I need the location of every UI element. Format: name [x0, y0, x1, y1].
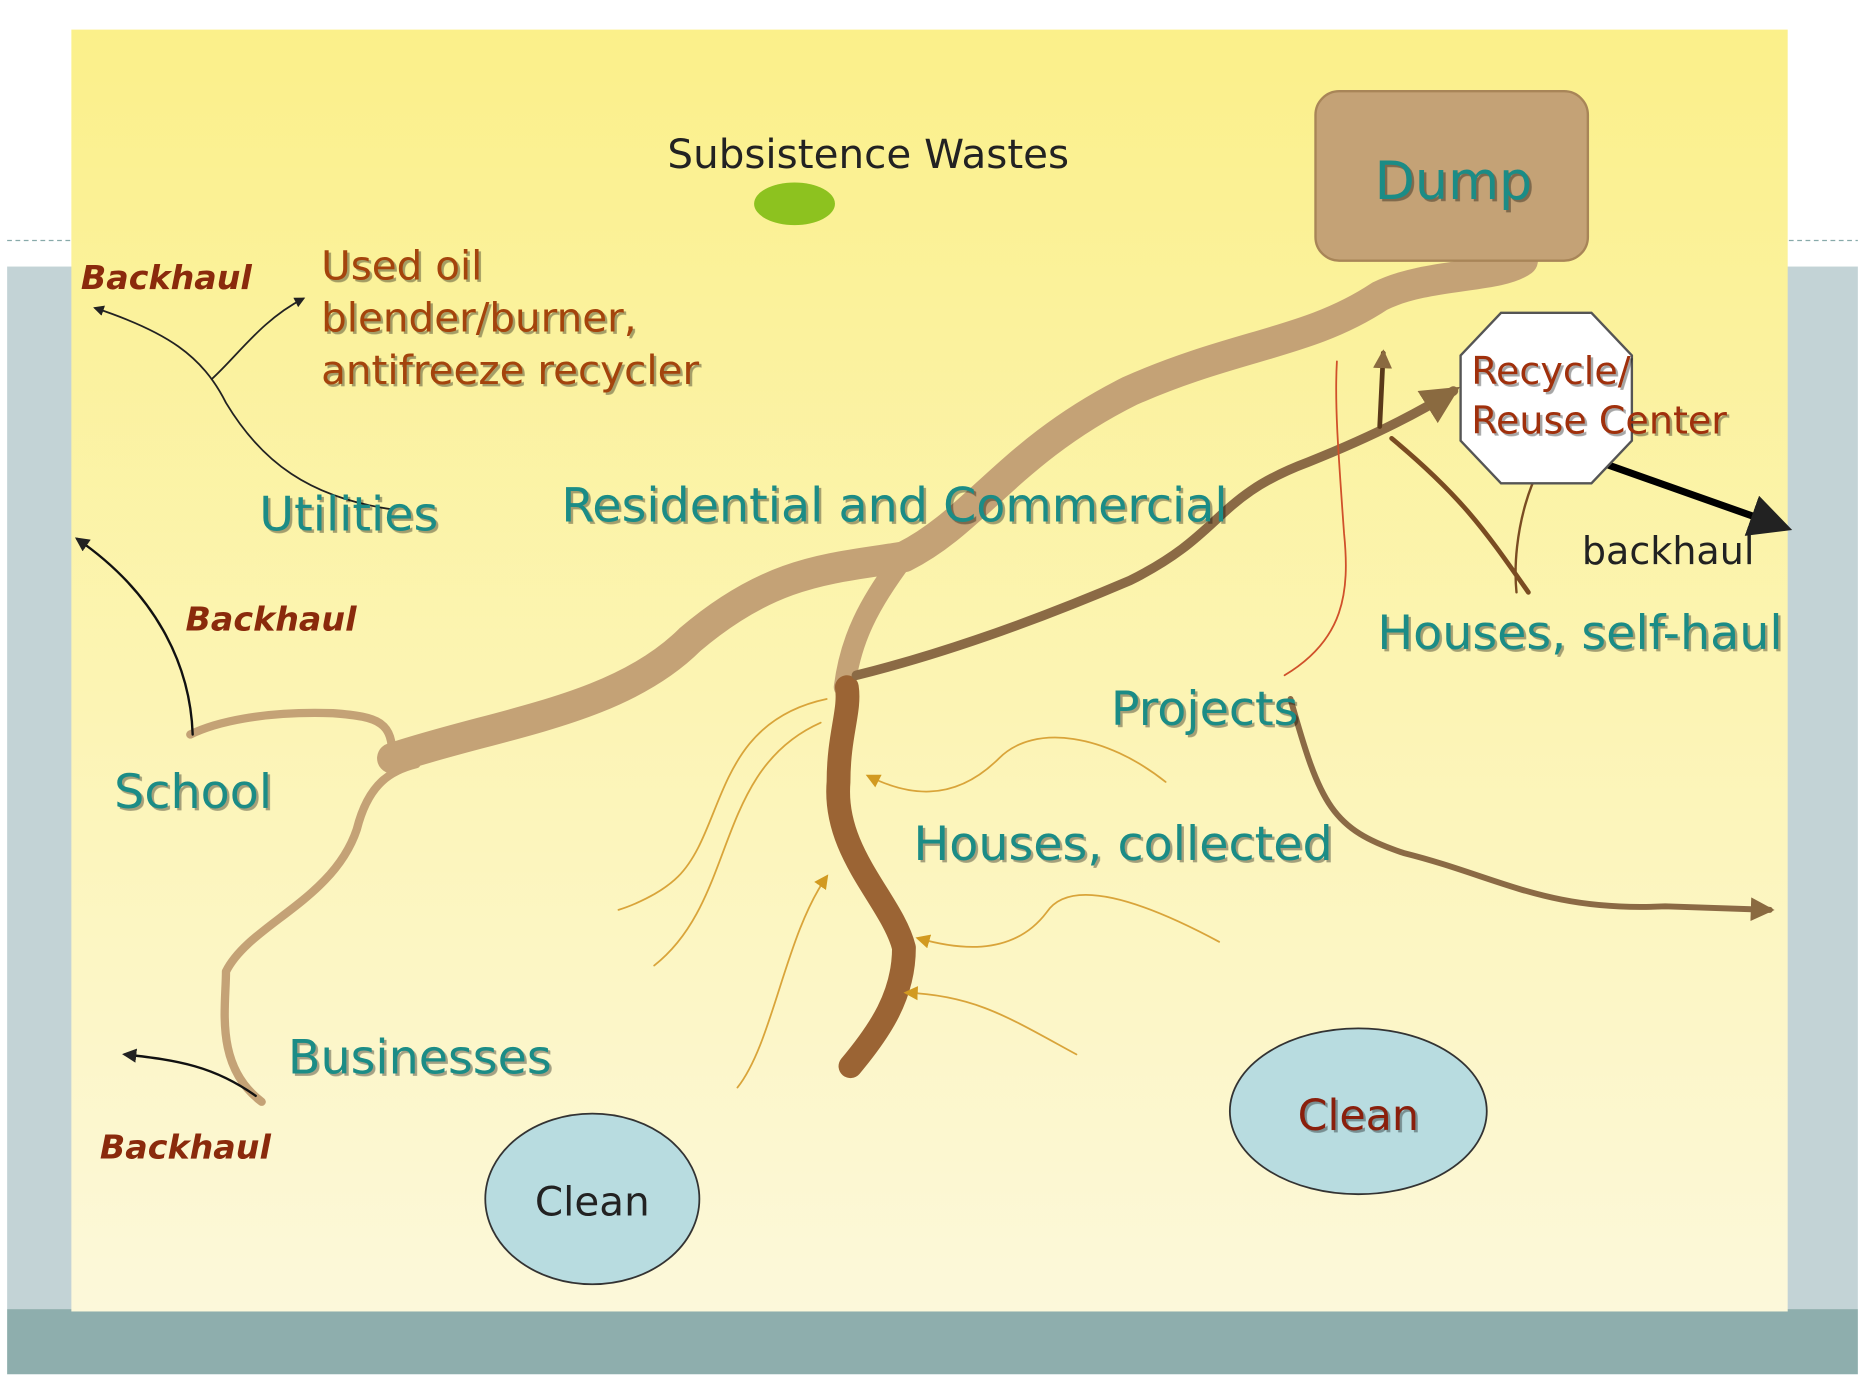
label: blender/burner, [321, 295, 636, 342]
label: Houses, collected [913, 817, 1332, 872]
label: Dump [1375, 152, 1533, 212]
label: Subsistence Wastes [667, 131, 1069, 178]
label: Clean [535, 1179, 650, 1226]
label: Backhaul [100, 1128, 272, 1167]
label: Backhaul [81, 258, 253, 297]
label: Recycle/ [1471, 349, 1630, 393]
label: Businesses [288, 1030, 552, 1085]
label: Houses, self-haul [1377, 606, 1782, 661]
label: School [114, 765, 272, 820]
label: antifreeze recycler [321, 347, 699, 394]
label: Reuse Center [1471, 399, 1727, 443]
label: Projects [1111, 682, 1299, 737]
label: Utilities [259, 488, 438, 543]
page: {"nodes": [ {"label": "Subsistence Waste… [0, 0, 1865, 1379]
footer-bar [7, 1309, 1858, 1374]
label: backhaul [1582, 529, 1755, 573]
label: Clean [1298, 1091, 1419, 1141]
label: Residential and Commercial [561, 478, 1227, 533]
label: Backhaul [186, 599, 358, 638]
slide: Subsistence Wastes Dump Recycle/ Reuse C… [0, 0, 1865, 1379]
subsistence-blob [754, 182, 835, 225]
label: Used oil [321, 243, 482, 290]
